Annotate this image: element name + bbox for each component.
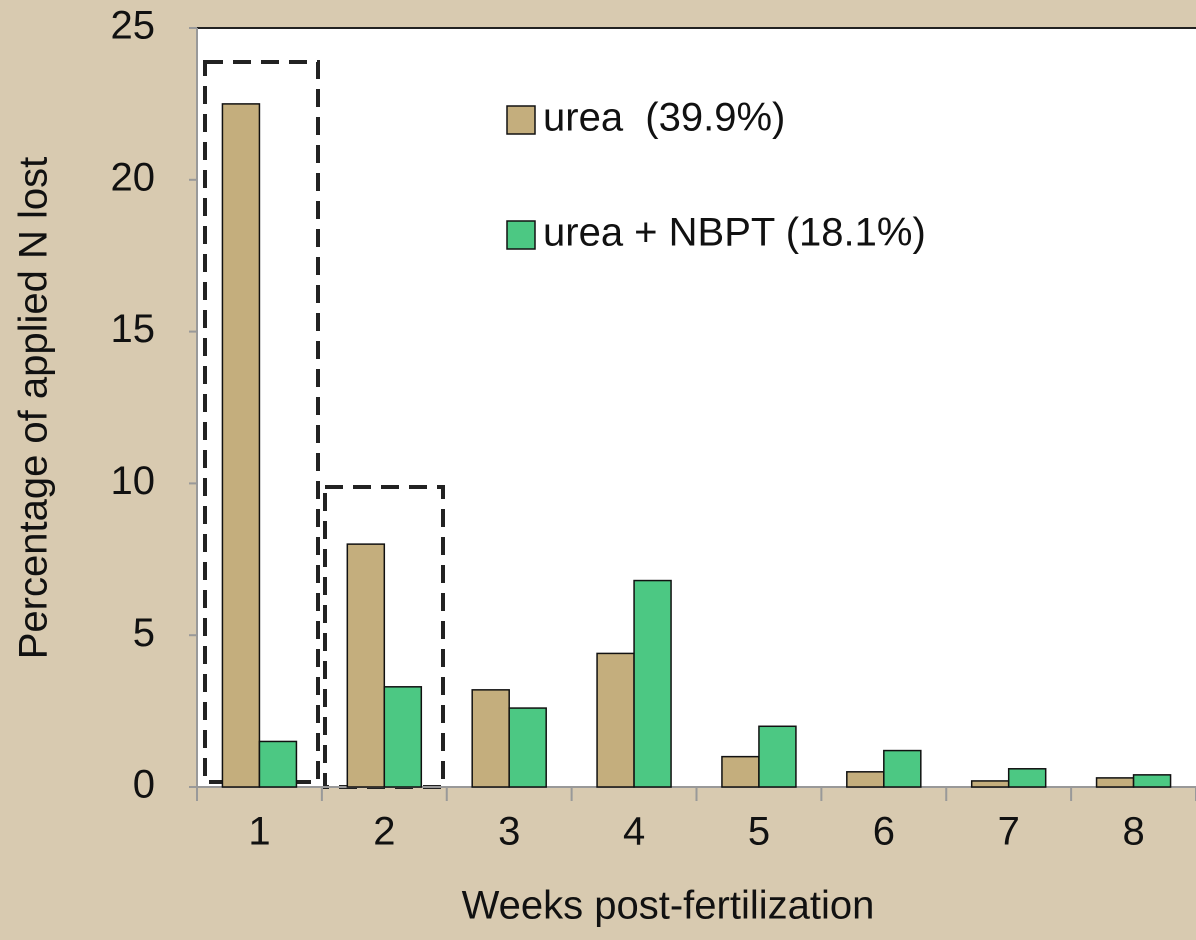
y-tick-label: 0 xyxy=(133,763,155,807)
bar xyxy=(471,689,510,788)
x-tick-label: 2 xyxy=(373,810,395,854)
legend-label: urea (39.9%) xyxy=(543,96,785,140)
bar xyxy=(346,543,386,788)
bar xyxy=(596,652,635,788)
y-axis-label: Percentage of applied N lost xyxy=(12,157,56,660)
bar xyxy=(1095,777,1135,788)
bar xyxy=(258,740,298,788)
bar xyxy=(1132,774,1172,788)
x-tick-label: 1 xyxy=(248,810,270,854)
highlight-box xyxy=(203,60,320,784)
x-tick-label: 6 xyxy=(873,810,895,854)
bar xyxy=(508,707,547,788)
x-tick-label: 8 xyxy=(1122,810,1144,854)
x-tick-label: 3 xyxy=(498,810,520,854)
bar xyxy=(883,749,922,788)
legend-swatch xyxy=(506,105,536,135)
x-tick-label: 7 xyxy=(998,810,1020,854)
y-tick-label: 5 xyxy=(133,611,155,655)
bar xyxy=(721,755,760,788)
bar xyxy=(970,780,1010,788)
bar xyxy=(1007,768,1047,788)
bar xyxy=(758,725,797,788)
legend-label: urea + NBPT (18.1%) xyxy=(543,211,926,255)
x-tick-label: 4 xyxy=(623,810,645,854)
legend-swatch xyxy=(506,220,536,250)
bar xyxy=(633,579,672,788)
x-axis-label: Weeks post-fertilization xyxy=(462,884,875,928)
y-tick-label: 20 xyxy=(111,155,156,199)
bar xyxy=(383,686,423,788)
bar xyxy=(846,771,885,788)
y-tick-label: 10 xyxy=(111,459,156,503)
y-tick-label: 25 xyxy=(111,4,156,48)
y-tick-label: 15 xyxy=(111,307,156,351)
bar xyxy=(221,103,261,788)
x-tick-label: 5 xyxy=(748,810,770,854)
